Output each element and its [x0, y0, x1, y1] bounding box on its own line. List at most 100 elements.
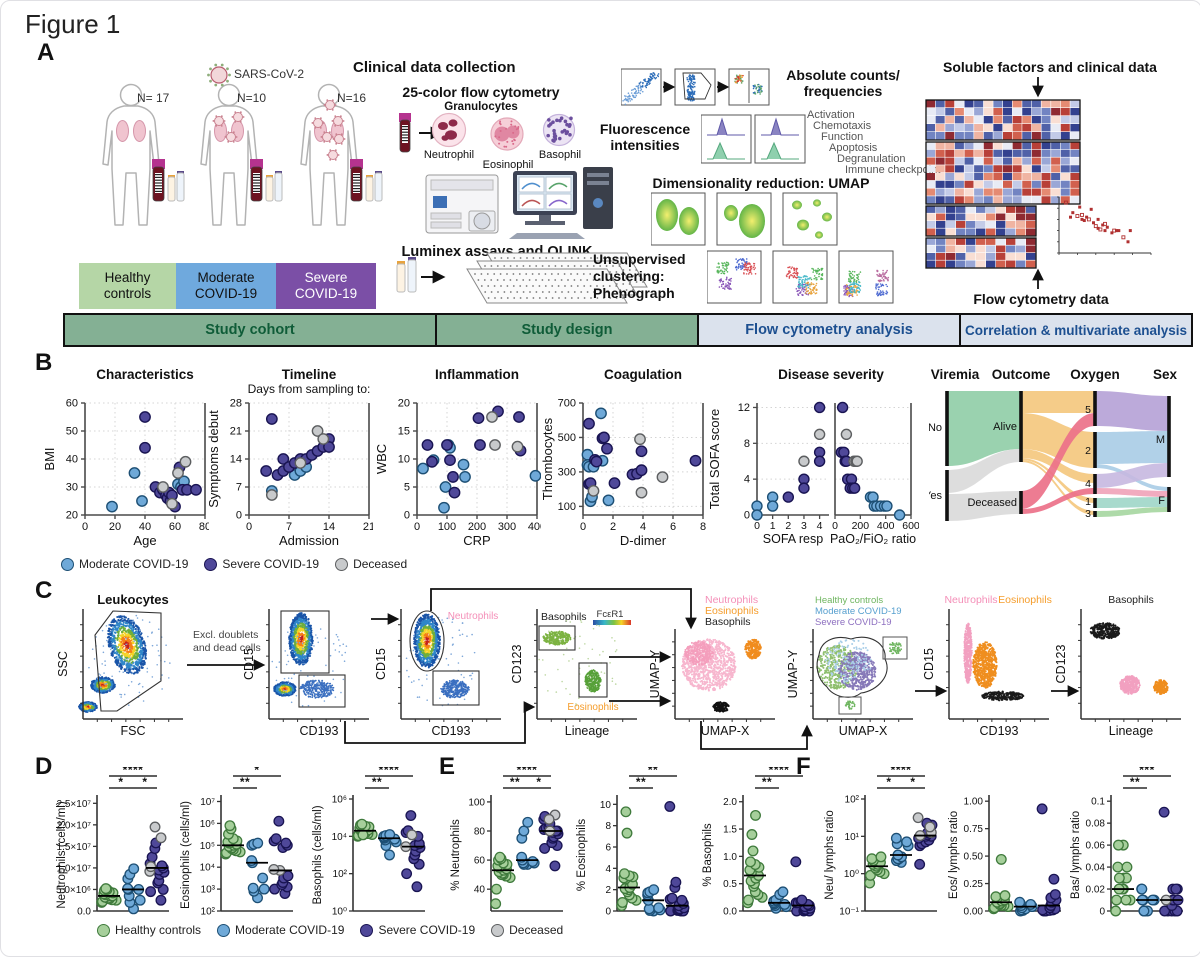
legend-item: Healthy controls — [97, 923, 201, 937]
svg-text:40: 40 — [139, 521, 151, 533]
svg-text:0: 0 — [82, 521, 88, 533]
svg-text:Thrombocytes: Thrombocytes — [540, 417, 555, 500]
virus-label: SARS-CoV-2 — [234, 67, 304, 81]
svg-text:1: 1 — [770, 520, 776, 532]
svg-text:Leukocytes: Leukocytes — [97, 593, 169, 607]
svg-text:F: F — [1158, 495, 1165, 507]
svg-text:0: 0 — [580, 521, 586, 533]
bar-correlation: Correlation & multivariate analysis — [961, 315, 1191, 345]
bar-study-design: Study design — [437, 315, 699, 345]
figure-title: Figure 1 — [25, 9, 120, 40]
svg-text:200: 200 — [468, 521, 486, 533]
legend-label: Moderate COVID-19 — [235, 923, 344, 937]
svg-text:8: 8 — [744, 438, 750, 450]
svg-text:Total SOFA score: Total SOFA score — [707, 409, 722, 509]
svg-text:Days from sampling to:: Days from sampling to: — [248, 382, 371, 396]
svg-text:28: 28 — [230, 398, 242, 410]
svg-text:12: 12 — [738, 402, 750, 414]
legend-item: Deceased — [491, 923, 563, 937]
svg-text:8: 8 — [700, 521, 706, 533]
svg-text:Oxygen: Oxygen — [1070, 367, 1120, 382]
svg-text:40: 40 — [66, 454, 78, 466]
svg-text:5: 5 — [1085, 404, 1091, 416]
svg-text:3: 3 — [801, 520, 807, 532]
svg-text:M: M — [1156, 434, 1165, 446]
svg-text:700: 700 — [558, 398, 576, 410]
legend-dot-icon — [217, 924, 230, 937]
legend-dot-icon — [204, 558, 217, 571]
flow-data-title: Flow cytometry data — [941, 291, 1141, 307]
legend-label: Healthy controls — [115, 923, 201, 937]
svg-text:3: 3 — [1085, 508, 1091, 520]
flow25-title: 25-color flow cytometry — [371, 84, 591, 100]
svg-text:2: 2 — [610, 521, 616, 533]
bar-flow-analysis: Flow cytometry analysis — [699, 315, 961, 345]
svg-text:2: 2 — [1085, 445, 1091, 457]
svg-text:Characteristics: Characteristics — [96, 367, 194, 382]
svg-text:600: 600 — [902, 520, 919, 532]
svg-text:Outcome: Outcome — [992, 367, 1051, 382]
dimred-title: Dimensionality reduction: UMAP — [609, 175, 913, 191]
legend-label: Severe COVID-19 — [378, 923, 475, 937]
legend-label: Deceased — [353, 557, 407, 571]
phenograph-thumbnails — [707, 249, 899, 305]
svg-text:Age: Age — [133, 533, 156, 548]
svg-text:200: 200 — [852, 520, 870, 532]
basophil-label: Basophil — [531, 149, 589, 161]
svg-text:21: 21 — [363, 521, 373, 533]
svg-text:5: 5 — [404, 482, 410, 494]
cohort-n-2: N=10 — [237, 91, 266, 105]
svg-text:20: 20 — [398, 398, 410, 410]
svg-text:0: 0 — [236, 510, 242, 522]
svg-text:0: 0 — [414, 521, 420, 533]
svg-text:4: 4 — [640, 521, 646, 533]
svg-text:Alive: Alive — [993, 421, 1017, 433]
legend-item: Moderate COVID-19 — [61, 557, 188, 571]
correlation-scatter — [1045, 191, 1157, 267]
svg-text:0: 0 — [404, 510, 410, 522]
neutrophil-label: Neutrophil — [419, 149, 479, 161]
svg-text:14: 14 — [323, 521, 335, 533]
section-bars: Study cohort Study design Flow cytometry… — [63, 313, 1193, 347]
svg-text:7: 7 — [236, 482, 242, 494]
svg-text:400: 400 — [877, 520, 895, 532]
soluble-factors-title: Soluble factors and clinical data — [919, 59, 1181, 75]
legend-dot-icon — [491, 924, 504, 937]
svg-text:PaO₂/FiO₂ ratio: PaO₂/FiO₂ ratio — [830, 532, 916, 546]
histogram-thumbnails — [701, 113, 807, 165]
svg-text:FSC: FSC — [121, 724, 146, 738]
svg-text:14: 14 — [230, 454, 242, 466]
svg-text:4: 4 — [744, 474, 750, 486]
svg-text:0: 0 — [744, 510, 750, 522]
sample-tubes-icon — [393, 257, 447, 307]
svg-text:Coagulation: Coagulation — [604, 367, 682, 382]
cohort-n-1: N= 17 — [137, 91, 169, 105]
svg-text:4: 4 — [817, 520, 823, 532]
svg-text:Deceased: Deceased — [967, 497, 1017, 509]
svg-text:Yes: Yes — [929, 490, 942, 502]
svg-text:10: 10 — [398, 454, 410, 466]
svg-text:SSC: SSC — [56, 651, 70, 677]
svg-text:0: 0 — [246, 521, 252, 533]
granulocyte-cells-icon — [425, 109, 595, 153]
bar-study-cohort: Study cohort — [65, 315, 437, 345]
svg-text:300: 300 — [558, 466, 576, 478]
svg-text:BMI: BMI — [42, 447, 57, 470]
legend-item: Moderate COVID-19 — [217, 923, 344, 937]
legend-item: Severe COVID-19 — [204, 557, 319, 571]
svg-text:20: 20 — [109, 521, 121, 533]
svg-text:No: No — [929, 422, 942, 434]
legend-label: Severe COVID-19 — [222, 557, 319, 571]
